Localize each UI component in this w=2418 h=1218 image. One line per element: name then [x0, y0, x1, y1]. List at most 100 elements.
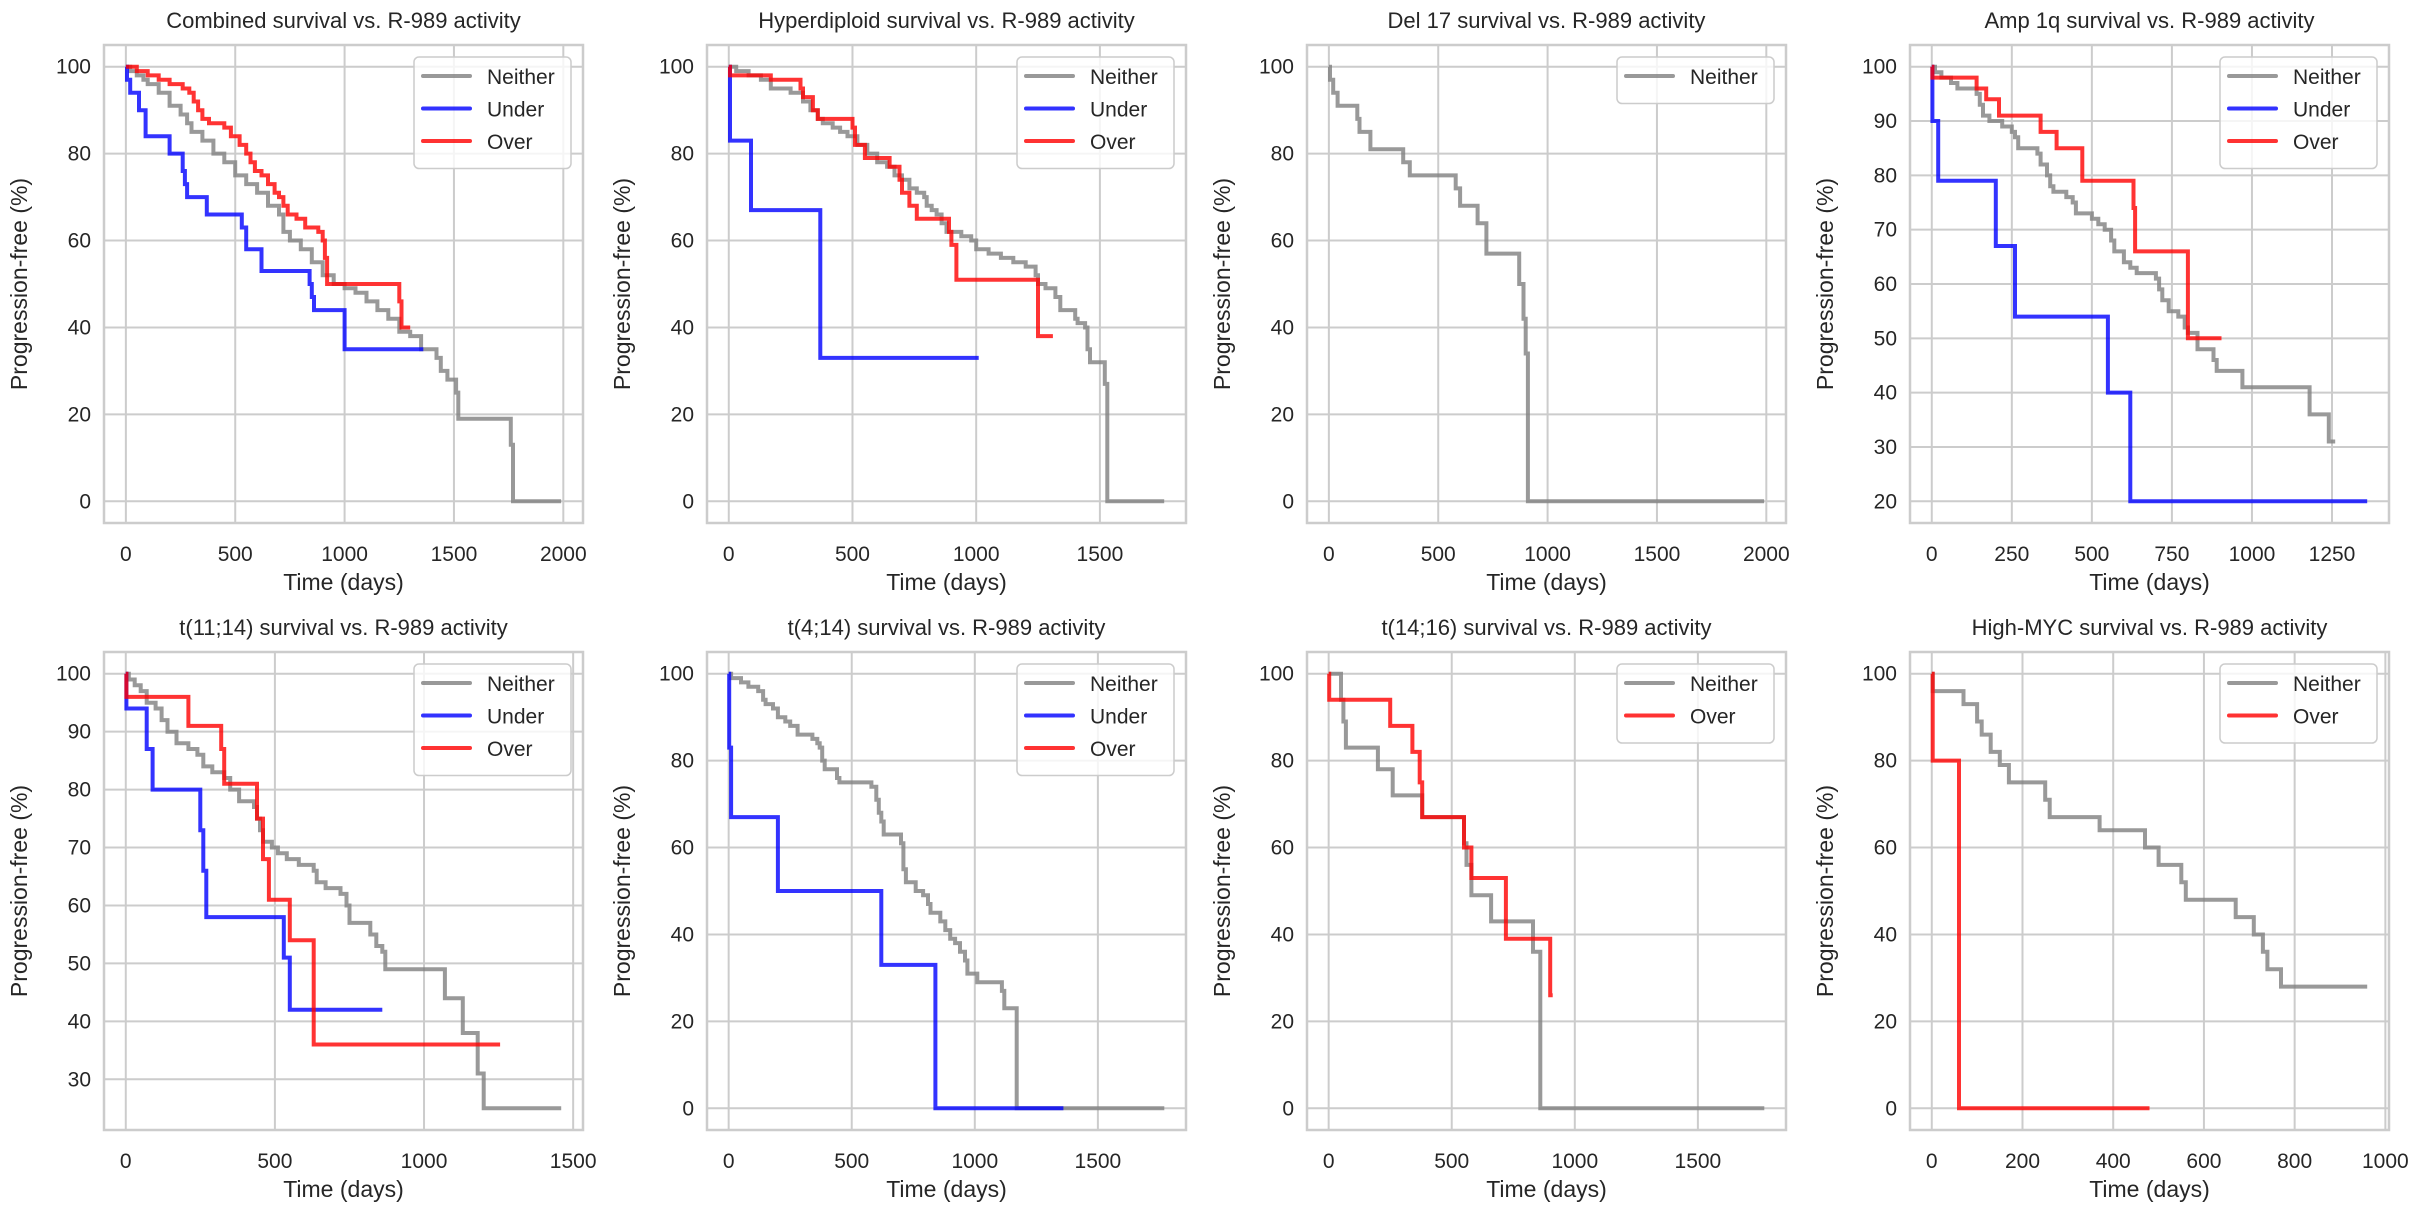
x-tick-label: 0 [1926, 543, 1938, 566]
x-tick-label: 2000 [540, 543, 587, 566]
legend-label-neither: Neither [2293, 66, 2361, 89]
y-axis-label: Progression-free (%) [1812, 178, 1838, 390]
y-tick-label: 0 [682, 1097, 694, 1120]
y-tick-label: 80 [1874, 164, 1897, 187]
y-axis-label: Progression-free (%) [609, 785, 635, 997]
y-tick-label: 60 [68, 230, 91, 253]
y-tick-label: 100 [1862, 663, 1897, 686]
x-tick-label: 1500 [1634, 543, 1681, 566]
x-axis-label: Time (days) [886, 1176, 1007, 1202]
y-axis-label: Progression-free (%) [1209, 178, 1235, 390]
y-tick-label: 40 [1271, 316, 1294, 339]
x-tick-label: 500 [834, 1150, 869, 1173]
y-tick-label: 60 [68, 894, 91, 917]
x-tick-label: 1500 [550, 1150, 597, 1173]
y-tick-label: 30 [1874, 436, 1897, 459]
series-under-line [728, 64, 979, 360]
y-tick-label: 40 [68, 1010, 91, 1033]
legend: Neither Under Over [1016, 663, 1175, 777]
y-tick-label: 50 [68, 952, 91, 975]
y-tick-label: 40 [1874, 382, 1897, 405]
subplot-5: 0 500 1000 1500 30 40 50 60 70 80 90 100 t(11;14) su… [6, 615, 597, 1202]
y-tick-label: 20 [68, 403, 91, 426]
legend: Neither Under Over [2219, 56, 2378, 170]
y-tick-label: 20 [1874, 1010, 1897, 1033]
x-tick-label: 0 [1323, 1150, 1335, 1173]
legend-label-neither: Neither [1690, 673, 1758, 696]
series-over-line [124, 671, 501, 1047]
y-axis-label: Progression-free (%) [6, 178, 32, 390]
legend-label-under: Under [1090, 706, 1147, 729]
y-tick-label: 60 [1271, 837, 1294, 860]
y-tick-label: 20 [1271, 403, 1294, 426]
y-tick-label: 70 [68, 837, 91, 860]
x-tick-label: 1250 [2309, 543, 2356, 566]
x-tick-label: 600 [2186, 1150, 2221, 1173]
subplot-8: 0 200 400 600 800 1000 0 20 40 60 80 100 High-MYC su… [1812, 615, 2409, 1202]
legend-label-over: Over [1090, 738, 1136, 761]
legend-label-over: Over [2293, 131, 2339, 154]
y-tick-label: 80 [1271, 750, 1294, 773]
x-tick-label: 1500 [1077, 543, 1124, 566]
x-tick-label: 500 [2074, 543, 2109, 566]
legend-label-over: Over [1690, 706, 1736, 729]
subplot-4: 0 250 500 750 1000 1250 20 30 40 50 60 70 80 90 100 Amp… [1812, 8, 2391, 595]
legend-label-neither: Neither [1090, 66, 1158, 89]
legend-label-under: Under [487, 99, 544, 122]
x-axis-label: Time (days) [1486, 1176, 1607, 1202]
legend-box [1616, 56, 1775, 105]
y-tick-label: 100 [1862, 56, 1897, 79]
legend: Neither Over [2219, 663, 2378, 744]
series-neither-line [728, 671, 1165, 1111]
x-tick-label: 500 [835, 543, 870, 566]
legend: Neither Under Over [1016, 56, 1175, 170]
series-under-line [727, 671, 1064, 1111]
x-tick-label: 1500 [1075, 1150, 1122, 1173]
legend: Neither [1616, 56, 1775, 105]
y-tick-label: 60 [1874, 837, 1897, 860]
chart-title: t(4;14) survival vs. R-989 activity [788, 615, 1106, 640]
series-under-line [124, 671, 383, 1012]
x-axis-label: Time (days) [1486, 569, 1607, 595]
chart-title: Del 17 survival vs. R-989 activity [1388, 8, 1706, 33]
x-tick-label: 1000 [2229, 543, 2276, 566]
series-over-line [125, 64, 411, 330]
plot-area [1305, 43, 1788, 525]
x-tick-label: 2000 [1743, 543, 1790, 566]
x-tick-label: 500 [257, 1150, 292, 1173]
subplot-1: 0 500 1000 1500 2000 0 20 40 60 80 100 Combined sur… [6, 8, 587, 595]
y-tick-label: 100 [56, 56, 91, 79]
legend-label-over: Over [487, 131, 533, 154]
series-under-line [1930, 64, 2368, 504]
y-tick-label: 20 [671, 1010, 694, 1033]
x-tick-label: 1000 [1524, 543, 1571, 566]
x-axis-label: Time (days) [2089, 569, 2210, 595]
y-tick-label: 30 [68, 1068, 91, 1091]
y-tick-label: 70 [1874, 219, 1897, 242]
y-tick-label: 80 [1271, 143, 1294, 166]
y-tick-label: 80 [1874, 750, 1897, 773]
series-over-line [1930, 64, 2222, 341]
x-tick-label: 400 [2096, 1150, 2131, 1173]
x-tick-label: 200 [2005, 1150, 2040, 1173]
y-tick-label: 90 [68, 721, 91, 744]
x-tick-label: 0 [120, 1150, 132, 1173]
legend-label-neither: Neither [2293, 673, 2361, 696]
y-tick-label: 100 [1259, 56, 1294, 79]
x-tick-label: 500 [218, 543, 253, 566]
x-tick-label: 0 [120, 543, 132, 566]
x-tick-label: 0 [723, 1150, 735, 1173]
subplot-2: 0 500 1000 1500 0 20 40 60 80 100 Hyperdiploid sur… [609, 8, 1188, 595]
x-tick-label: 1500 [431, 543, 478, 566]
y-tick-label: 40 [1874, 923, 1897, 946]
x-tick-label: 1500 [1675, 1150, 1722, 1173]
x-axis-label: Time (days) [283, 569, 404, 595]
series-over-line [728, 64, 1053, 339]
x-tick-label: 800 [2277, 1150, 2312, 1173]
x-axis-label: Time (days) [2089, 1176, 2210, 1202]
legend: Neither Under Over [413, 663, 572, 777]
y-axis-label: Progression-free (%) [1812, 785, 1838, 997]
chart-title: Hyperdiploid survival vs. R-989 activity [758, 8, 1135, 33]
chart-title: Combined survival vs. R-989 activity [166, 8, 521, 33]
